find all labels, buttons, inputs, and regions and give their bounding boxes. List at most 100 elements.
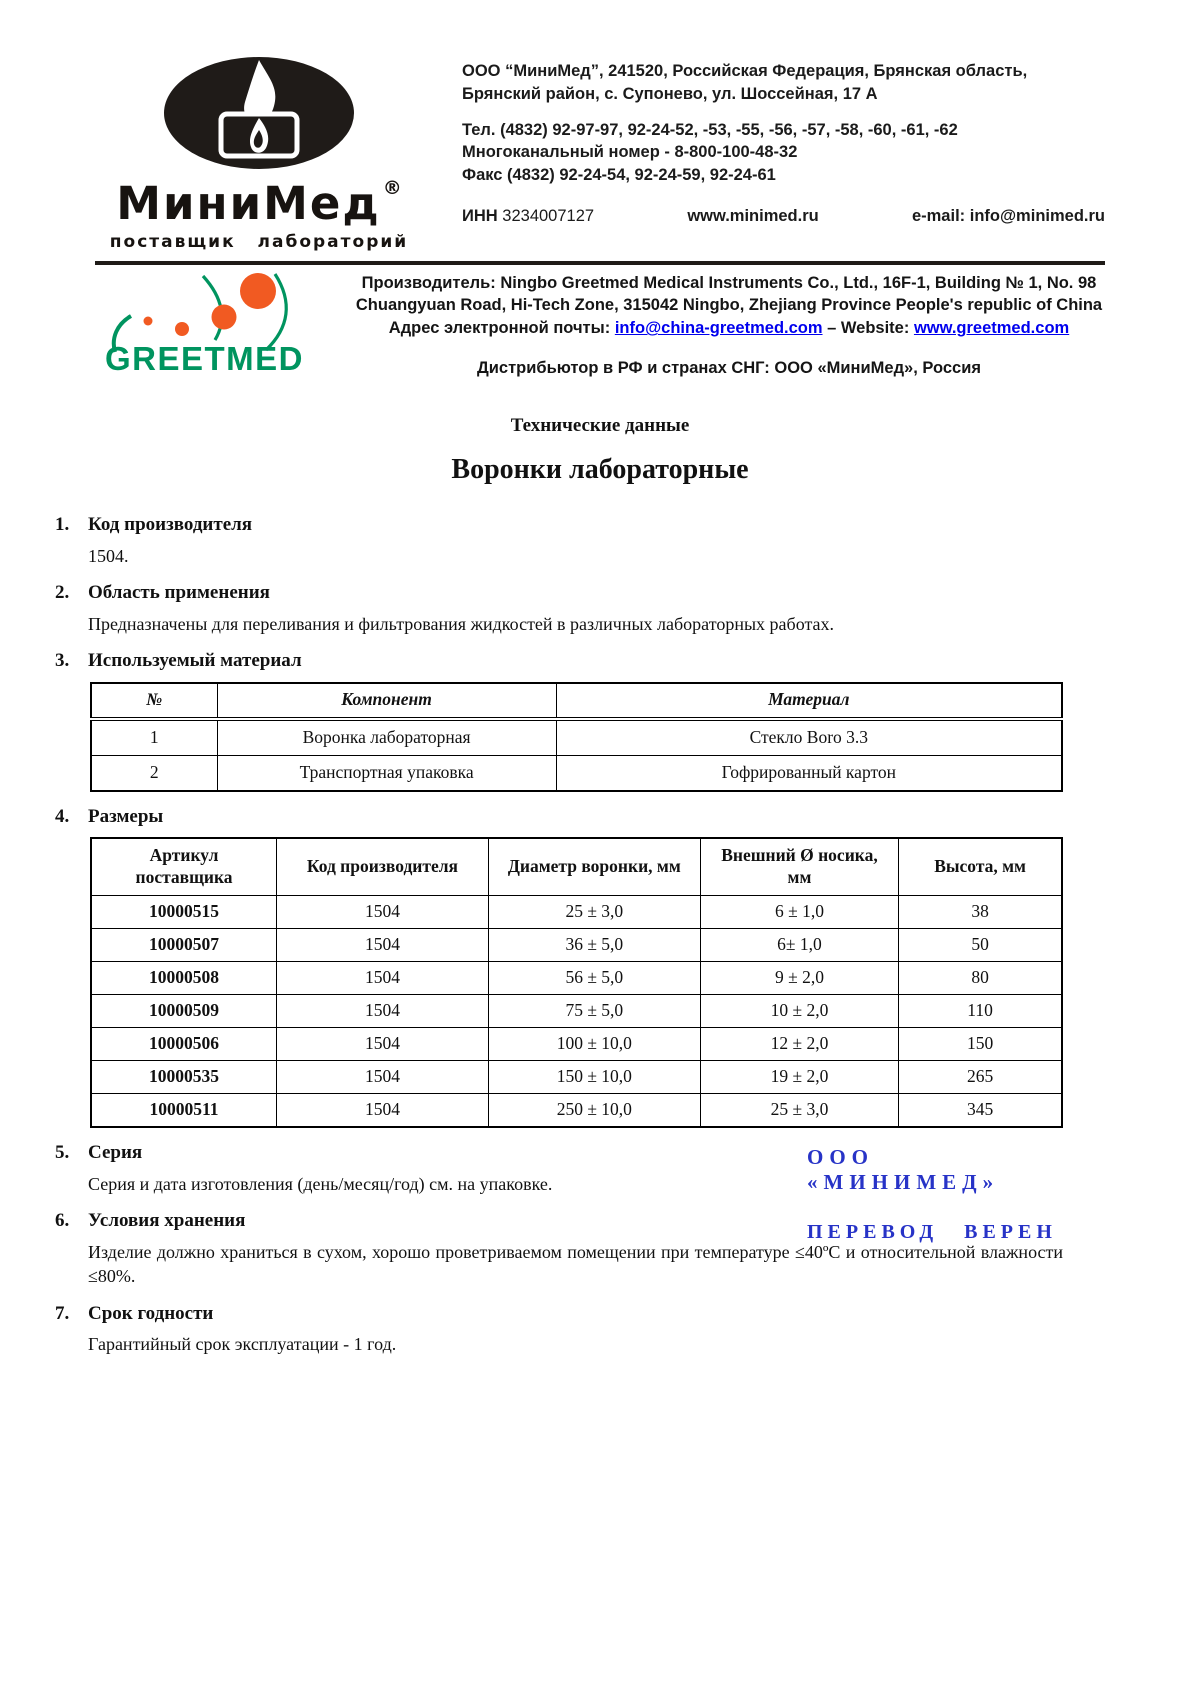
section-title: Размеры <box>88 805 164 827</box>
column-header: Материал <box>555 682 1063 721</box>
section-materials: 3. Используемый материал № Компонент Мат… <box>55 649 1063 792</box>
section-number: 4. <box>55 805 70 827</box>
cell-diameter: 100 ± 10,0 <box>487 1027 701 1062</box>
table-row: 10000535 1504 150 ± 10,0 19 ± 2,0 265 <box>90 1060 1063 1095</box>
sections-tail: ООО «МИНИМЕД» ПЕРЕВОД ВЕРЕН 5. Серия Сер… <box>55 1141 1063 1356</box>
cell-height: 110 <box>898 994 1063 1029</box>
column-header: Компонент <box>216 682 557 721</box>
top-header: МиниМед ® поставщик лабораторий ООО “Мин… <box>0 0 1200 252</box>
greetmed-logo-icon: GREETMED <box>105 272 304 377</box>
table-row: 10000509 1504 75 ± 5,0 10 ± 2,0 110 <box>90 994 1063 1029</box>
column-header: № <box>90 682 218 721</box>
brand-name: МиниМед <box>116 177 381 230</box>
cell-material: Гофрированный картон <box>555 754 1063 792</box>
distributor-line: Дистрибьютор в РФ и странах СНГ: ООО «Ми… <box>477 358 981 377</box>
cell-article: 10000508 <box>90 961 278 996</box>
supplier-multichannel: Многоканальный номер - 8-800-100-48-32 <box>462 143 798 162</box>
cell-height: 38 <box>898 895 1063 930</box>
table-row: 1 Воронка лабораторная Стекло Boro 3.3 <box>90 718 1063 756</box>
supplier-website: www.minimed.ru <box>687 206 819 225</box>
greetmed-wordmark: GREETMED <box>105 340 304 376</box>
section-title: Серия <box>88 1142 143 1164</box>
supplier-fax: Факс (4832) 92-24-54, 92-24-59, 92-24-61 <box>462 166 776 185</box>
section-body: Серия и дата изготовления (день/месяц/го… <box>88 1173 553 1194</box>
section-shelf-life: 7. Срок годности Гарантийный срок эксплу… <box>55 1302 1063 1357</box>
section-body: Изделие должно храниться в сухом, хорошо… <box>88 1242 1063 1287</box>
cell-height: 150 <box>898 1027 1063 1062</box>
minimed-wordmark: МиниМед ® <box>98 177 420 230</box>
manufacturer-header: GREETMED Производитель: Ningbo Greetmed … <box>0 265 1200 381</box>
section-title: Условия хранения <box>88 1210 246 1232</box>
greetmed-logo-block: GREETMED <box>103 272 341 381</box>
cell-spout: 25 ± 3,0 <box>699 1093 900 1128</box>
cell-height: 50 <box>898 928 1063 963</box>
table-row: 10000511 1504 250 ± 10,0 25 ± 3,0 345 <box>90 1093 1063 1128</box>
cell-num: 1 <box>90 718 218 756</box>
translation-stamp: ООО «МИНИМЕД» ПЕРЕВОД ВЕРЕН <box>807 1145 1063 1244</box>
section-number: 5. <box>55 1142 70 1164</box>
cell-spout: 10 ± 2,0 <box>699 994 900 1029</box>
sizes-table: Артикул поставщика Код производителя Диа… <box>90 837 1063 1129</box>
section-number: 2. <box>55 581 70 603</box>
supplier-address-line1: ООО “МиниМед”, 241520, Российская Федера… <box>462 62 1028 80</box>
manufacturer-website-link[interactable]: www.greetmed.com <box>913 319 1070 338</box>
section-number: 3. <box>55 649 70 671</box>
column-header: Код производителя <box>276 837 489 897</box>
cell-spout: 9 ± 2,0 <box>699 961 900 996</box>
cell-mfr-code: 1504 <box>276 895 489 930</box>
supplier-ids-row: ИНН 3234007127 www.minimed.ru e-mail: in… <box>462 205 1105 228</box>
cell-height: 265 <box>898 1060 1063 1095</box>
cell-article: 10000509 <box>90 994 278 1029</box>
cell-mfr-code: 1504 <box>276 994 489 1029</box>
cell-diameter: 75 ± 5,0 <box>487 994 701 1029</box>
section-number: 1. <box>55 513 70 535</box>
cell-mfr-code: 1504 <box>276 928 489 963</box>
section-body: Гарантийный срок эксплуатации - 1 год. <box>88 1334 397 1355</box>
manufacturer-links-line: Адрес электронной почты: info@china-gree… <box>353 317 1105 339</box>
table-row: 10000508 1504 56 ± 5,0 9 ± 2,0 80 <box>90 961 1063 996</box>
cell-article: 10000506 <box>90 1027 278 1062</box>
supplier-address-line2: Брянский район, с. Супонево, ул. Шоссейн… <box>462 84 878 103</box>
section-number: 6. <box>55 1210 70 1232</box>
stamp-company-line: ООО «МИНИМЕД» <box>807 1145 1000 1195</box>
cell-mfr-code: 1504 <box>276 961 489 996</box>
manufacturer-website-label: – Website: <box>827 319 910 338</box>
section-sizes: 4. Размеры Артикул поставщика Код произв… <box>55 805 1063 1129</box>
table-row: 10000515 1504 25 ± 3,0 6 ± 1,0 38 <box>90 895 1063 930</box>
inn-label: ИНН <box>462 206 498 225</box>
cell-diameter: 250 ± 10,0 <box>487 1093 701 1128</box>
supplier-contact-block: ООО “МиниМед”, 241520, Российская Федера… <box>462 52 1105 252</box>
cell-material: Стекло Boro 3.3 <box>555 718 1063 756</box>
section-body: 1504. <box>88 545 129 566</box>
section-title: Срок годности <box>88 1302 214 1324</box>
cell-num: 2 <box>90 754 218 792</box>
header-divider <box>95 260 1105 265</box>
section-application: 2. Область применения Предназначены для … <box>55 581 1063 636</box>
column-header: Диаметр воронки, мм <box>487 837 701 897</box>
cell-mfr-code: 1504 <box>276 1027 489 1062</box>
cell-spout: 19 ± 2,0 <box>699 1060 900 1095</box>
column-header: Высота, мм <box>898 837 1063 897</box>
section-title: Используемый материал <box>88 649 302 671</box>
page-title: Воронки лабораторные <box>451 453 749 485</box>
manufacturer-email-link[interactable]: info@china-greetmed.com <box>614 319 823 338</box>
section-series: 5. Серия Серия и дата изготовления (день… <box>55 1141 1063 1196</box>
table-row: 10000506 1504 100 ± 10,0 12 ± 2,0 150 <box>90 1027 1063 1062</box>
materials-table: № Компонент Материал 1 Воронка лаборатор… <box>90 681 1063 792</box>
cell-spout: 12 ± 2,0 <box>699 1027 900 1062</box>
table-row: 10000507 1504 36 ± 5,0 6± 1,0 50 <box>90 928 1063 963</box>
inn-value: 3234007127 <box>502 206 595 225</box>
cell-mfr-code: 1504 <box>276 1060 489 1095</box>
cell-diameter: 36 ± 5,0 <box>487 928 701 963</box>
minimed-candle-logo-icon <box>164 57 354 169</box>
manufacturer-address: Производитель: Ningbo Greetmed Medical I… <box>355 273 1103 315</box>
section-title: Код производителя <box>88 513 253 535</box>
supplier-phone: Тел. (4832) 92-97-97, 92-24-52, -53, -55… <box>462 120 958 139</box>
registered-mark-icon: ® <box>382 177 402 199</box>
cell-article: 10000507 <box>90 928 278 963</box>
cell-spout: 6 ± 1,0 <box>699 895 900 930</box>
manufacturer-info-block: Производитель: Ningbo Greetmed Medical I… <box>353 272 1105 381</box>
sections: 1. Код производителя 1504. 2. Область пр… <box>0 486 1200 1357</box>
table-header-row: Артикул поставщика Код производителя Диа… <box>90 837 1063 897</box>
cell-diameter: 25 ± 3,0 <box>487 895 701 930</box>
